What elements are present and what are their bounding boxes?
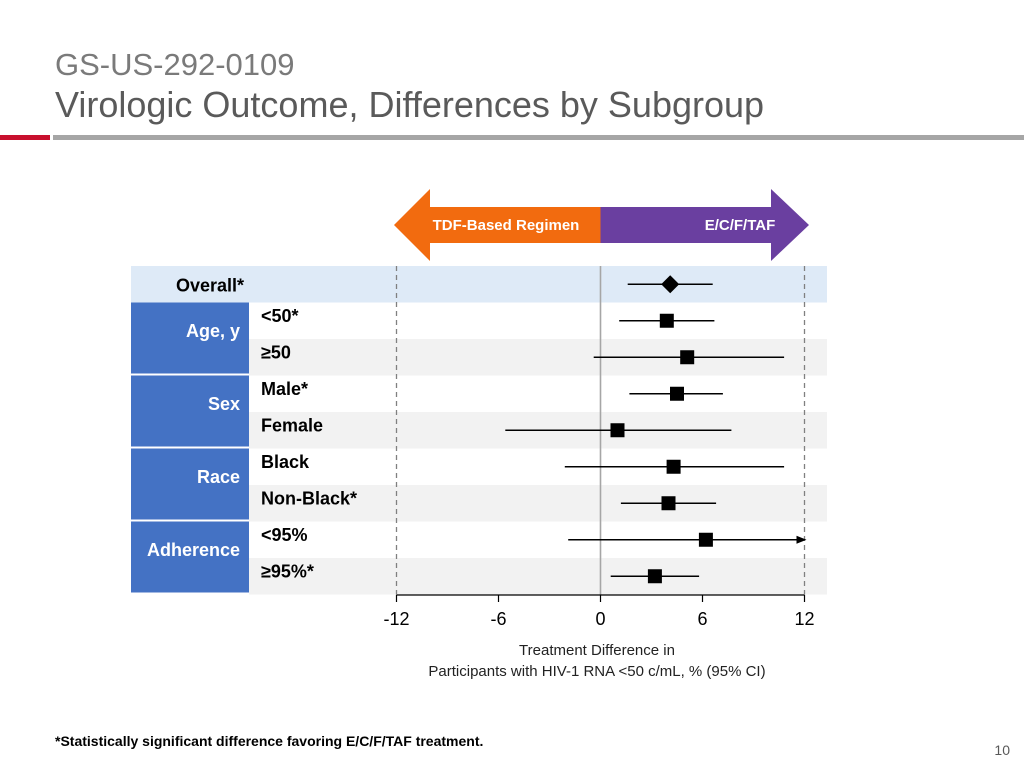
arrow-right-shape (600, 189, 809, 261)
arrow-left-shape (394, 189, 601, 261)
ci-arrowhead (796, 535, 807, 544)
group-label: Adherence (147, 540, 240, 560)
estimate-marker (666, 459, 681, 474)
subgroup-label: ≥50 (261, 342, 291, 362)
x-axis-label: Treatment Difference in (519, 642, 675, 659)
estimate-marker (680, 350, 695, 365)
estimate-marker (670, 386, 684, 401)
arrow-left-label: TDF-Based Regimen (433, 217, 580, 234)
subgroup-label: <50* (261, 306, 299, 326)
subgroup-label: Male* (261, 379, 308, 399)
footnote: *Statistically significant difference fa… (55, 733, 484, 749)
row-band (249, 558, 827, 595)
subgroup-label: Black (261, 452, 310, 472)
group-label: Age, y (186, 321, 240, 341)
x-axis-label-line2: Participants with HIV-1 RNA <50 c/mL, % … (428, 663, 765, 680)
estimate-marker (647, 569, 662, 584)
group-label: Race (197, 467, 240, 487)
x-tick-label: -6 (490, 609, 506, 629)
group-label: Sex (208, 394, 240, 414)
group-box (131, 302, 249, 374)
arrow-right-label: E/C/F/TAF (705, 217, 776, 234)
subgroup-label: ≥95%* (261, 561, 314, 581)
x-tick-label: 0 (595, 609, 605, 629)
estimate-marker (659, 313, 674, 328)
overall-diamond-marker (661, 275, 680, 294)
forest-plot: TDF-Based Regimen E/C/F/TAF Age, y Sex Race A… (131, 189, 827, 680)
estimate-marker (698, 532, 713, 547)
page-number: 10 (994, 742, 1010, 758)
group-box (131, 448, 249, 520)
overall-label: Overall* (176, 275, 244, 295)
subgroup-label: <95% (261, 525, 308, 545)
estimate-marker (661, 496, 676, 511)
x-tick-label: 12 (794, 609, 814, 629)
subgroup-label: Female (261, 415, 323, 435)
study-id: GS-US-292-0109 (55, 47, 295, 82)
slide-title: Virologic Outcome, Differences by Subgro… (55, 84, 765, 125)
x-tick-label: -12 (383, 609, 409, 629)
group-box (131, 521, 249, 593)
row-band (249, 485, 827, 522)
title-rule (53, 135, 1024, 140)
estimate-marker (610, 423, 625, 438)
x-tick-label: 6 (697, 609, 707, 629)
title-rule-accent (0, 135, 50, 140)
group-box (131, 375, 249, 447)
subgroup-label: Non-Black* (261, 488, 357, 508)
